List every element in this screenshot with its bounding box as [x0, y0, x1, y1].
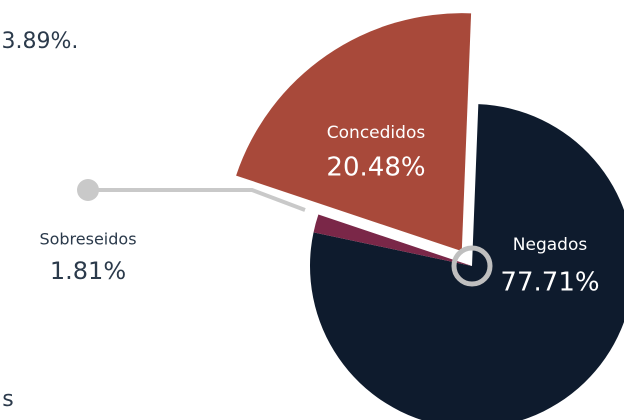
annotation: s: [2, 387, 13, 412]
pie-slice: [313, 214, 472, 266]
value-label: 20.48%: [326, 153, 425, 183]
leader-line: [88, 188, 306, 212]
pie-slice: [236, 13, 472, 252]
center-ring: [451, 245, 493, 287]
slice-label: Concedidos: [327, 123, 426, 143]
slice-label: Negados: [513, 235, 588, 255]
annotation: 3.89%.: [2, 29, 79, 54]
value-label: 77.71%: [500, 268, 599, 298]
value-label: 1.81%: [50, 257, 126, 285]
leader-dot: [77, 179, 99, 201]
pie-slice: [310, 104, 624, 420]
slice-label: Sobreseidos: [39, 230, 136, 249]
